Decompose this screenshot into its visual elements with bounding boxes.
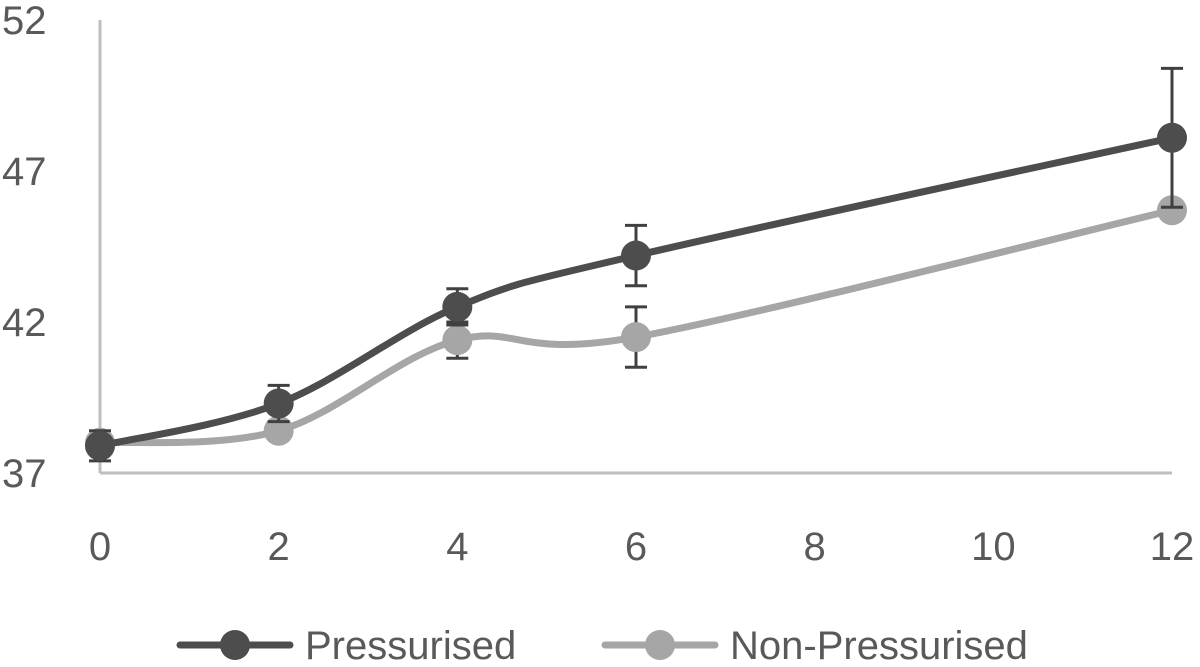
- x-tick-label: 4: [446, 525, 468, 569]
- x-tick-label: 0: [89, 525, 111, 569]
- y-tick-label: 52: [2, 0, 47, 43]
- x-tick-label: 12: [1150, 525, 1195, 569]
- x-tick-label: 10: [971, 525, 1016, 569]
- data-point-non-pressurised: [263, 415, 294, 446]
- y-tick-labels: 37 42 47 52: [2, 0, 47, 496]
- data-point-non-pressurised: [621, 322, 651, 353]
- data-point-non-pressurised: [442, 325, 473, 356]
- series-line-non-pressurised: [96, 206, 1176, 447]
- legend: Pressurised Non-Pressurised: [176, 624, 1028, 667]
- series-line-pressurised: [96, 134, 1176, 450]
- legend-swatch-marker-pressurised: [220, 630, 250, 660]
- data-point-pressurised: [263, 388, 294, 419]
- data-point-pressurised: [621, 240, 651, 271]
- series-layer: [85, 66, 1187, 463]
- x-tick-label: 2: [268, 525, 290, 569]
- data-point-pressurised: [442, 291, 473, 322]
- data-point-pressurised: [85, 430, 115, 461]
- legend-swatch-marker-non-pressurised: [645, 630, 675, 660]
- legend-label-non-pressurised: Non-Pressurised: [730, 624, 1028, 667]
- legend-label-pressurised: Pressurised: [305, 624, 516, 667]
- data-point-non-pressurised: [1157, 195, 1187, 226]
- y-tick-label: 47: [2, 150, 47, 194]
- x-tick-label: 6: [625, 525, 647, 569]
- y-tick-label: 42: [2, 301, 47, 345]
- x-tick-label: 8: [804, 525, 826, 569]
- x-tick-labels: 0 2 4 6 8 10 12: [89, 525, 1194, 569]
- y-tick-label: 37: [2, 452, 47, 496]
- series-pressurised: [85, 66, 1187, 463]
- data-point-pressurised: [1157, 122, 1187, 153]
- axes: [98, 20, 1172, 475]
